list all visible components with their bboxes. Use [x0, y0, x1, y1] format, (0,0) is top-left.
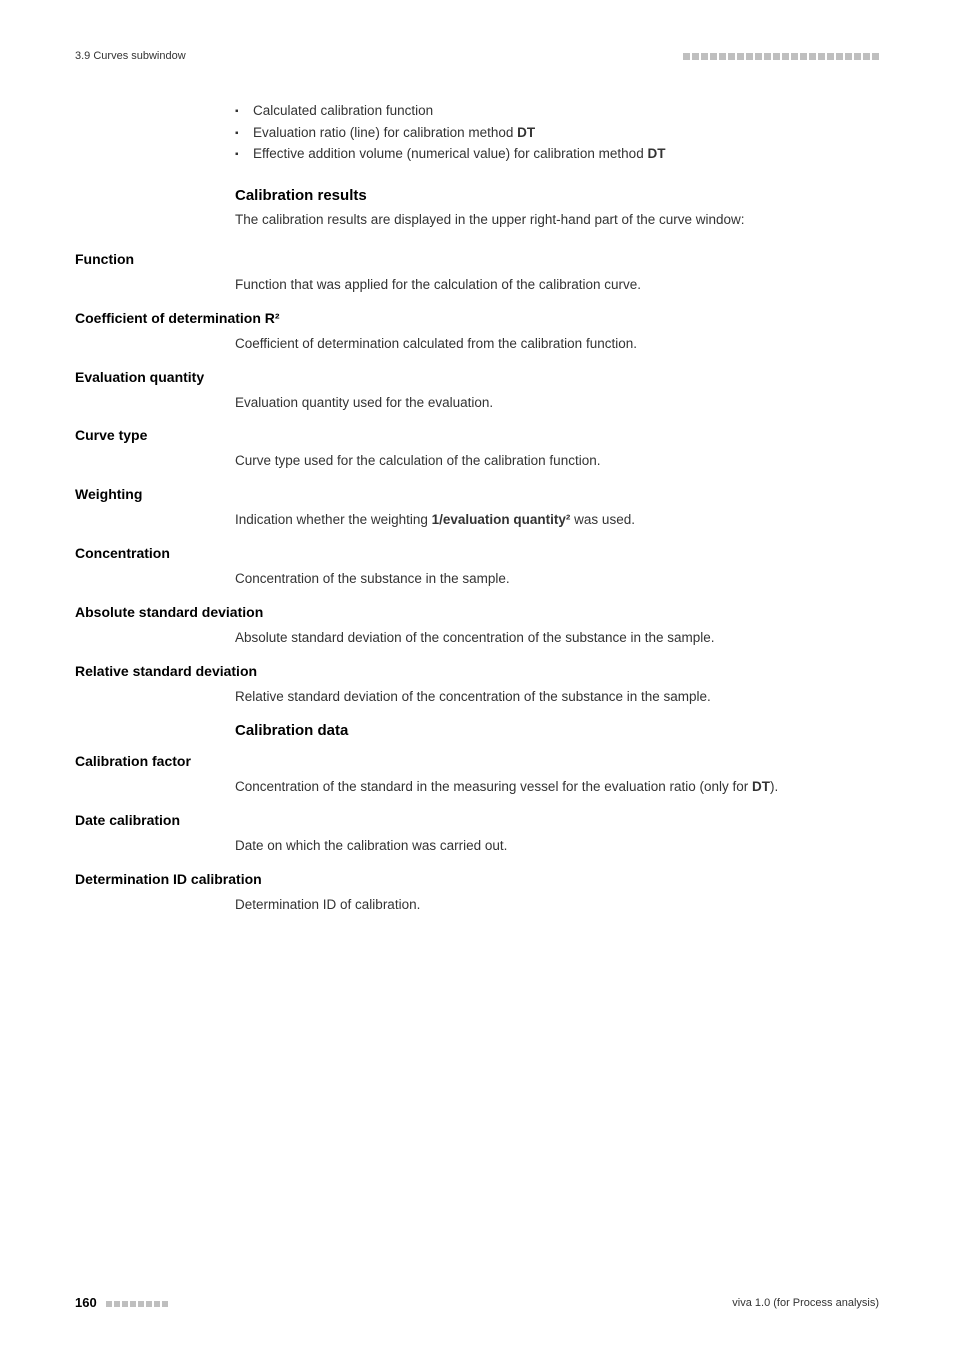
term-label: Relative standard deviation	[75, 663, 879, 679]
list-item: Effective addition volume (numerical val…	[235, 143, 879, 165]
term-label: Concentration	[75, 545, 879, 561]
header-decoration	[683, 53, 879, 60]
calibration-results-heading: Calibration results	[235, 187, 879, 204]
term-label: Coefficient of determination R²	[75, 310, 879, 326]
term-desc: Date on which the calibration was carrie…	[235, 836, 879, 857]
term-label: Determination ID calibration	[75, 871, 879, 887]
bullet-text: Evaluation ratio (line) for calibration …	[253, 125, 517, 140]
term-desc: Determination ID of calibration.	[235, 895, 879, 916]
desc-text: Concentration of the standard in the mea…	[235, 779, 752, 794]
term-weighting: Weighting Indication whether the weighti…	[75, 486, 879, 531]
desc-text: ).	[770, 779, 778, 794]
term-label: Calibration factor	[75, 753, 879, 769]
term-label: Weighting	[75, 486, 879, 502]
term-function: Function Function that was applied for t…	[75, 251, 879, 296]
desc-text: Indication whether the weighting	[235, 512, 432, 527]
term-concentration: Concentration Concentration of the subst…	[75, 545, 879, 590]
list-item: Evaluation ratio (line) for calibration …	[235, 122, 879, 144]
term-absolute-std-dev: Absolute standard deviation Absolute sta…	[75, 604, 879, 649]
term-relative-std-dev: Relative standard deviation Relative sta…	[75, 663, 879, 708]
desc-bold: 1/evaluation quantity²	[432, 512, 571, 527]
term-evaluation-quantity: Evaluation quantity Evaluation quantity …	[75, 369, 879, 414]
bullet-bold: DT	[647, 146, 665, 161]
term-label: Absolute standard deviation	[75, 604, 879, 620]
term-curve-type: Curve type Curve type used for the calcu…	[75, 427, 879, 472]
desc-text: was used.	[570, 512, 635, 527]
term-desc: Concentration of the substance in the sa…	[235, 569, 879, 590]
intro-block: Calculated calibration function Evaluati…	[235, 100, 879, 231]
calibration-data-block: Calibration data	[235, 722, 879, 739]
section-label: 3.9 Curves subwindow	[75, 50, 186, 62]
term-desc: Absolute standard deviation of the conce…	[235, 628, 879, 649]
term-desc: Curve type used for the calculation of t…	[235, 451, 879, 472]
footer-left: 160	[75, 1295, 168, 1310]
term-label: Curve type	[75, 427, 879, 443]
term-label: Date calibration	[75, 812, 879, 828]
list-item: Calculated calibration function	[235, 100, 879, 122]
term-desc: Function that was applied for the calcul…	[235, 275, 879, 296]
page-number: 160	[75, 1295, 97, 1310]
term-calibration-factor: Calibration factor Concentration of the …	[75, 753, 879, 798]
term-label: Function	[75, 251, 879, 267]
page-footer: 160 viva 1.0 (for Process analysis)	[75, 1295, 879, 1310]
footer-decoration	[106, 1301, 168, 1307]
intro-bullets: Calculated calibration function Evaluati…	[235, 100, 879, 165]
bullet-bold: DT	[517, 125, 535, 140]
term-label: Evaluation quantity	[75, 369, 879, 385]
term-desc: Relative standard deviation of the conce…	[235, 687, 879, 708]
term-desc: Coefficient of determination calculated …	[235, 334, 879, 355]
term-determination-id: Determination ID calibration Determinati…	[75, 871, 879, 916]
desc-bold: DT	[752, 779, 770, 794]
calibration-data-heading: Calibration data	[235, 722, 879, 739]
term-desc: Concentration of the standard in the mea…	[235, 777, 879, 798]
bullet-text: Effective addition volume (numerical val…	[253, 146, 647, 161]
term-coefficient: Coefficient of determination R² Coeffici…	[75, 310, 879, 355]
term-desc: Indication whether the weighting 1/evalu…	[235, 510, 879, 531]
footer-product: viva 1.0 (for Process analysis)	[732, 1297, 879, 1309]
page-header: 3.9 Curves subwindow	[75, 50, 879, 62]
term-desc: Evaluation quantity used for the evaluat…	[235, 393, 879, 414]
bullet-text: Calculated calibration function	[253, 103, 433, 118]
calibration-results-text: The calibration results are displayed in…	[235, 210, 879, 231]
term-date-calibration: Date calibration Date on which the calib…	[75, 812, 879, 857]
